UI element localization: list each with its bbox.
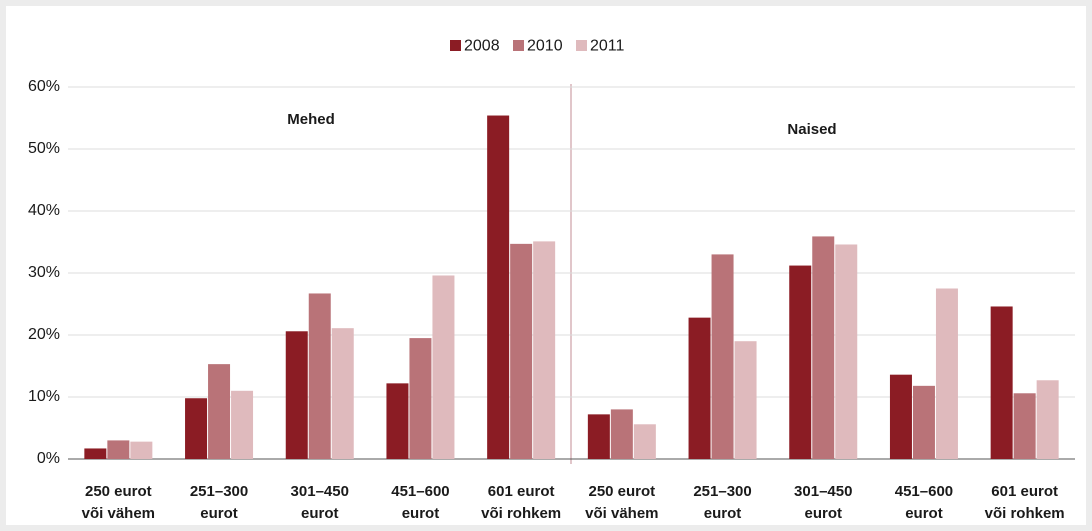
bar <box>84 448 107 459</box>
bar <box>432 275 455 459</box>
legend-swatch <box>450 40 461 51</box>
bar <box>633 424 656 459</box>
bar <box>912 385 935 459</box>
bar <box>231 390 254 459</box>
x-tick-label: eurot <box>402 505 440 522</box>
legend-label: 2011 <box>590 38 625 55</box>
bar <box>587 414 610 459</box>
bar <box>386 383 409 459</box>
bar <box>285 331 308 459</box>
x-tick-label: 601 eurot <box>991 483 1058 500</box>
bar <box>835 244 858 459</box>
y-tick-label: 30% <box>28 264 60 281</box>
bar <box>487 115 510 460</box>
x-tick-label: eurot <box>704 505 742 522</box>
bar <box>331 328 354 459</box>
legend-label: 2008 <box>464 38 500 55</box>
x-tick-label: 301–450 <box>291 483 349 500</box>
x-tick-label: 451–600 <box>391 483 449 500</box>
x-tick-label: 251–300 <box>693 483 751 500</box>
annotation: Naised <box>787 121 836 138</box>
x-tick-label: 601 eurot <box>488 483 555 500</box>
annotation: Mehed <box>287 111 335 128</box>
legend-swatch <box>513 40 524 51</box>
y-tick-label: 10% <box>28 388 60 405</box>
x-tick-label: või rohkem <box>985 505 1065 522</box>
x-tick-label: eurot <box>905 505 943 522</box>
bar <box>990 306 1013 459</box>
y-tick-label: 50% <box>28 140 60 157</box>
bar <box>185 398 208 459</box>
bar <box>510 243 533 459</box>
y-tick-label: 20% <box>28 326 60 343</box>
x-tick-label: eurot <box>200 505 238 522</box>
y-tick-label: 0% <box>37 450 60 467</box>
bar <box>1013 393 1036 459</box>
x-tick-label: või rohkem <box>481 505 561 522</box>
x-tick-label: 451–600 <box>895 483 953 500</box>
bar <box>812 236 835 459</box>
x-tick-label: või vähem <box>82 505 155 522</box>
x-tick-label: eurot <box>301 505 339 522</box>
bar <box>409 338 432 459</box>
bar <box>734 341 757 459</box>
x-tick-label: 301–450 <box>794 483 852 500</box>
bar <box>1036 380 1059 459</box>
legend-swatch <box>576 40 587 51</box>
bar <box>688 317 711 459</box>
bar <box>610 409 633 459</box>
x-tick-label: või vähem <box>585 505 658 522</box>
legend-label: 2010 <box>527 38 563 55</box>
bar <box>208 364 231 459</box>
bar <box>533 241 556 459</box>
x-tick-label: 250 eurot <box>588 483 655 500</box>
x-tick-label: eurot <box>805 505 843 522</box>
bar <box>935 288 958 459</box>
bar <box>889 374 912 459</box>
x-tick-label: 250 eurot <box>85 483 152 500</box>
y-tick-label: 40% <box>28 202 60 219</box>
bar <box>107 440 130 459</box>
y-tick-label: 60% <box>28 78 60 95</box>
bar <box>789 265 812 459</box>
bar <box>130 441 153 459</box>
bar <box>711 254 734 459</box>
bar <box>308 293 331 459</box>
x-tick-label: 251–300 <box>190 483 248 500</box>
